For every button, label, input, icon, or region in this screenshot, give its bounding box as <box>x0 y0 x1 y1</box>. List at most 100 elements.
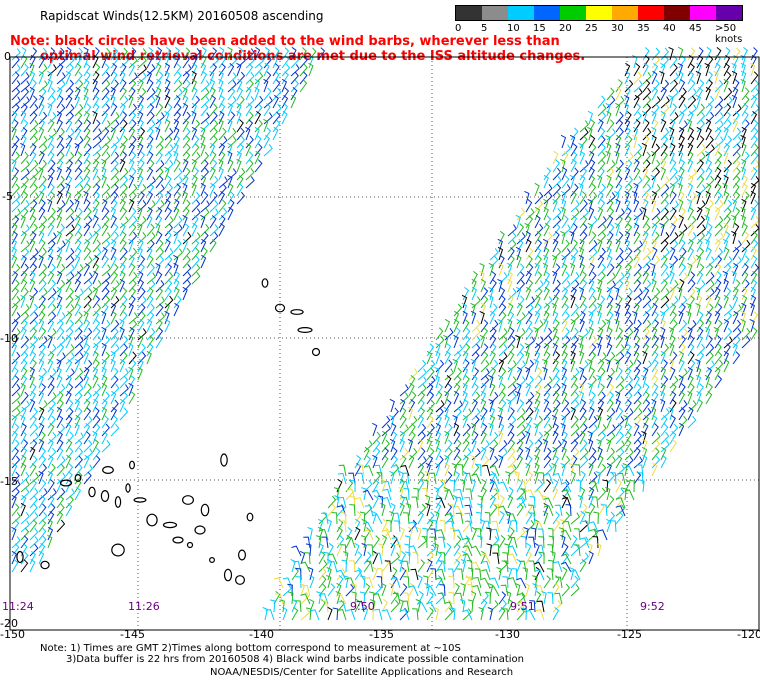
wind-barb <box>20 240 31 253</box>
wind-barb <box>146 142 153 157</box>
wind-barb <box>92 295 101 309</box>
wind-barb <box>723 358 730 373</box>
wind-barb <box>678 263 687 277</box>
wind-barb <box>633 391 642 405</box>
lon-label-145w: -145 <box>120 628 145 641</box>
wind-barb <box>20 472 30 485</box>
wind-barb <box>119 287 128 301</box>
wind-barb <box>110 271 118 285</box>
wind-barb <box>119 326 125 341</box>
wind-barb <box>393 520 401 533</box>
wind-barb <box>524 609 536 621</box>
wind-barb <box>74 311 83 325</box>
wind-barb <box>507 351 515 365</box>
wind-barb <box>381 455 389 469</box>
wind-barb <box>128 135 137 149</box>
wind-barb <box>696 103 706 117</box>
wind-barb <box>29 303 39 317</box>
wind-barb <box>705 383 713 397</box>
wind-barb <box>660 143 668 157</box>
wind-barb <box>327 495 337 509</box>
wind-barb <box>56 302 63 317</box>
wind-barb <box>687 142 694 157</box>
wind-barb <box>218 86 224 101</box>
wind-barb <box>390 599 400 613</box>
wind-barb <box>534 199 544 213</box>
wind-barb <box>128 351 137 365</box>
wind-barb <box>714 206 721 221</box>
wind-barb <box>29 519 38 533</box>
wind-barb <box>651 79 660 93</box>
wind-barb <box>173 216 183 229</box>
wind-barb <box>137 134 144 149</box>
wind-barb <box>381 582 387 597</box>
wind-barb <box>119 391 129 405</box>
wind-barb <box>182 214 188 229</box>
wind-barb <box>254 56 264 69</box>
wind-barb <box>110 151 120 165</box>
wind-barb <box>453 470 460 485</box>
wind-barb <box>597 174 603 189</box>
wind-barb <box>173 63 182 77</box>
wind-barb <box>20 311 30 325</box>
wind-barb <box>356 600 365 613</box>
wind-barb <box>455 592 464 605</box>
wind-barb <box>245 159 254 173</box>
colorbar-label: 10 <box>507 23 520 34</box>
wind-barb <box>605 486 611 501</box>
wind-barb <box>345 534 352 549</box>
wind-barb <box>551 254 558 269</box>
wind-barb <box>56 166 63 181</box>
wind-barb <box>137 159 145 173</box>
wind-barb <box>227 118 233 133</box>
wind-barb <box>642 304 652 317</box>
wind-barb <box>218 223 225 237</box>
wind-barb <box>38 358 45 373</box>
wind-barb <box>20 400 31 413</box>
wind-barb <box>714 86 721 101</box>
wind-barb <box>399 502 405 517</box>
wind-barb <box>128 382 134 397</box>
wind-barb <box>642 175 651 189</box>
wind-barb <box>47 70 53 85</box>
wind-barb <box>588 183 597 197</box>
wind-barb <box>570 415 579 429</box>
wind-barb <box>732 319 742 333</box>
wind-barb <box>363 446 370 461</box>
wind-barb <box>543 464 553 477</box>
wind-barb <box>642 391 650 405</box>
wind-barb <box>749 62 756 77</box>
wind-barb <box>534 223 544 237</box>
wind-barb <box>65 503 73 517</box>
wind-barb <box>624 159 633 173</box>
wind-barb <box>523 527 529 541</box>
wind-barb <box>74 319 84 333</box>
wind-barb <box>128 287 137 301</box>
wind-barb <box>606 447 616 461</box>
wind-barb <box>435 391 443 405</box>
wind-barb <box>391 536 401 549</box>
wind-barb <box>732 247 740 261</box>
wind-barb <box>200 54 207 69</box>
wind-barb <box>191 271 201 285</box>
wind-barb <box>20 271 28 285</box>
wind-barb <box>532 583 538 597</box>
wind-barb <box>74 398 81 413</box>
wind-barb <box>200 238 207 253</box>
wind-barb <box>336 542 343 557</box>
wind-barb <box>92 415 101 429</box>
wind-barb <box>38 447 46 461</box>
wind-barb <box>381 430 388 445</box>
wind-barb <box>20 422 27 437</box>
wind-barb <box>605 150 611 165</box>
wind-barb <box>517 593 527 605</box>
wind-barb <box>56 183 65 197</box>
wind-barb <box>642 360 653 373</box>
wind-barb <box>596 414 602 429</box>
wind-barb <box>47 399 56 413</box>
wind-barb <box>485 591 492 605</box>
wind-barb <box>191 54 198 69</box>
wind-barb <box>110 63 118 77</box>
wind-barb <box>164 207 173 221</box>
wind-barb <box>678 319 688 333</box>
